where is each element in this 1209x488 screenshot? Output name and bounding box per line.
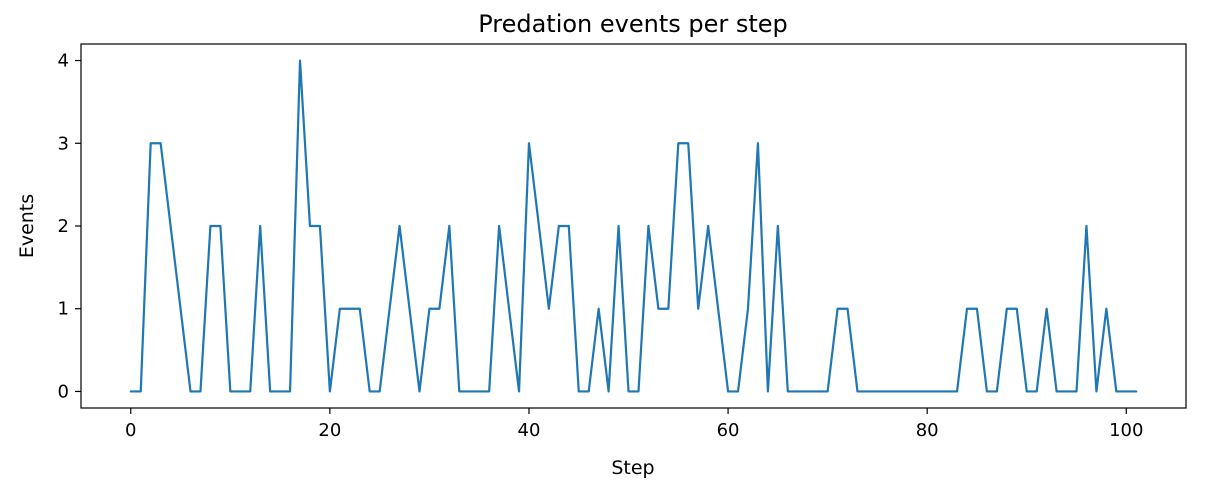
y-axis-ticks: 0 1 2 3 4 <box>58 51 81 402</box>
y-tick-label: 0 <box>58 381 69 402</box>
y-tick-label: 1 <box>58 299 69 320</box>
x-tick-label: 60 <box>717 420 740 441</box>
x-tick-label: 20 <box>318 420 341 441</box>
y-tick-label: 4 <box>58 51 69 72</box>
x-tick-label: 40 <box>518 420 541 441</box>
chart-title: Predation events per step <box>478 10 788 38</box>
series-line <box>129 59 1138 393</box>
x-axis-ticks: 0 20 40 60 80 100 <box>125 408 1143 441</box>
plot-area <box>129 59 1138 393</box>
plot-frame <box>80 43 1187 409</box>
y-tick-label: 3 <box>58 133 69 154</box>
y-tick-label: 2 <box>58 216 69 237</box>
x-tick-label: 100 <box>1109 420 1143 441</box>
x-axis-label: Step <box>611 457 654 479</box>
y-axis-label: Events <box>16 194 38 258</box>
x-tick-label: 0 <box>125 420 136 441</box>
x-tick-label: 80 <box>916 420 939 441</box>
